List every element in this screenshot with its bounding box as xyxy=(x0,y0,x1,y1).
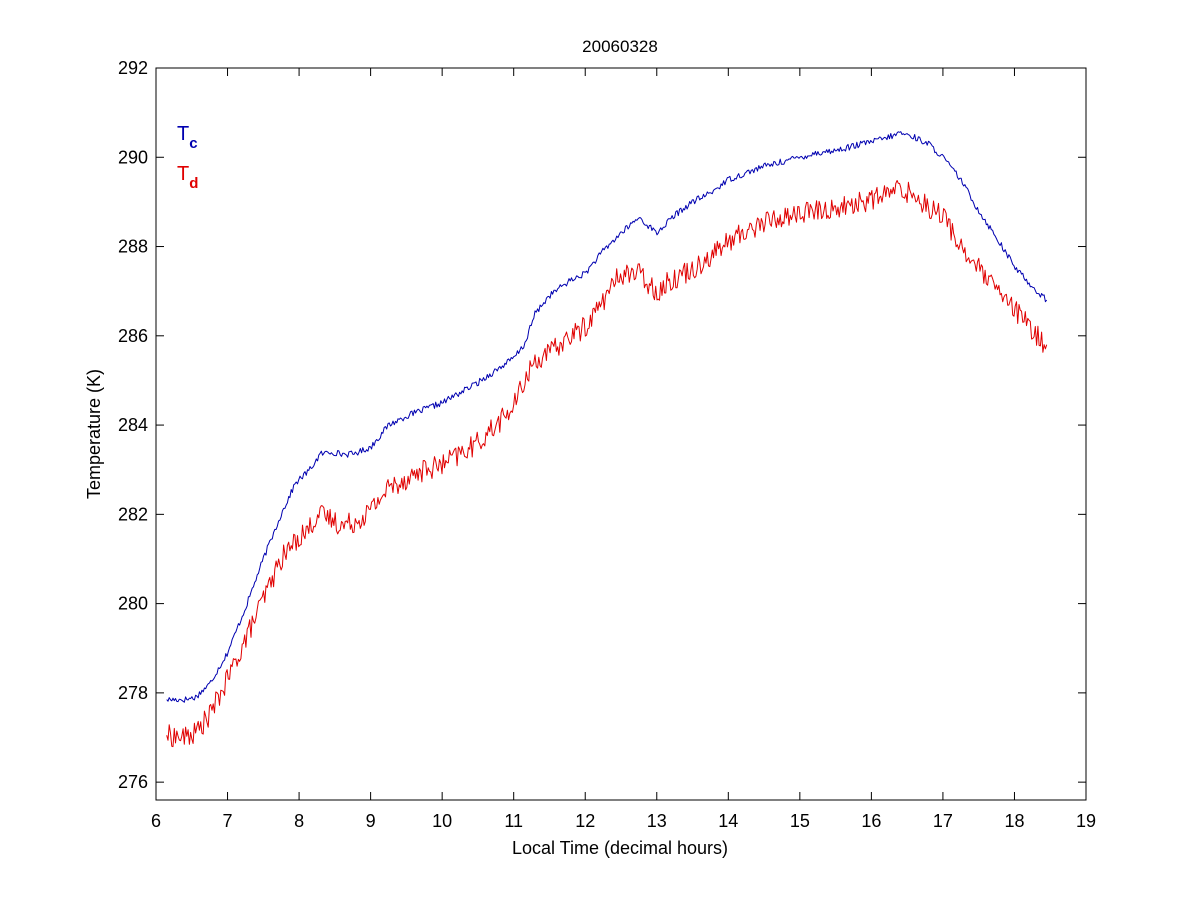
x-tick-label: 10 xyxy=(432,811,452,831)
x-tick-label: 9 xyxy=(366,811,376,831)
legend-entry-tc: Tc xyxy=(177,123,198,152)
series-layer xyxy=(166,131,1048,748)
x-tick-label: 17 xyxy=(933,811,953,831)
x-tick-label: 18 xyxy=(1004,811,1024,831)
series-line-tc xyxy=(166,131,1048,703)
y-tick-label: 282 xyxy=(118,504,148,524)
x-tick-label: 11 xyxy=(504,811,523,831)
y-tick-label: 284 xyxy=(118,415,148,435)
y-tick-label: 280 xyxy=(118,594,148,614)
x-tick-label: 15 xyxy=(790,811,810,831)
y-tick-label: 290 xyxy=(118,147,148,167)
y-tick-label: 292 xyxy=(118,58,148,78)
x-axis-label: Local Time (decimal hours) xyxy=(512,838,728,858)
series-line-td xyxy=(166,180,1048,748)
x-axis: 6 7 8 9 10 11 12 13 14 15 16 17 18 19 xyxy=(151,68,1096,831)
x-tick-label: 8 xyxy=(294,811,304,831)
y-tick-label: 278 xyxy=(118,683,148,703)
y-axis: 276 278 280 282 284 286 288 290 292 xyxy=(118,58,1086,792)
legend-label-sub: c xyxy=(189,135,197,152)
x-tick-label: 16 xyxy=(861,811,881,831)
legend-label-main: T xyxy=(177,163,189,185)
y-tick-label: 276 xyxy=(118,772,148,792)
y-tick-label: 288 xyxy=(118,237,148,257)
x-tick-label: 13 xyxy=(647,811,667,831)
x-tick-label: 7 xyxy=(223,811,233,831)
y-tick-label: 286 xyxy=(118,326,148,346)
plot-area-frame xyxy=(155,67,1087,801)
legend-entry-td: Td xyxy=(177,163,198,192)
chart-title: 20060328 xyxy=(582,37,658,56)
x-tick-label: 14 xyxy=(718,811,738,831)
legend-label-sub: d xyxy=(189,175,198,192)
x-tick-label: 12 xyxy=(575,811,595,831)
x-tick-label: 19 xyxy=(1076,811,1096,831)
y-axis-label: Temperature (K) xyxy=(84,369,104,499)
legend-label-main: T xyxy=(177,123,189,145)
x-tick-label: 6 xyxy=(151,811,161,831)
